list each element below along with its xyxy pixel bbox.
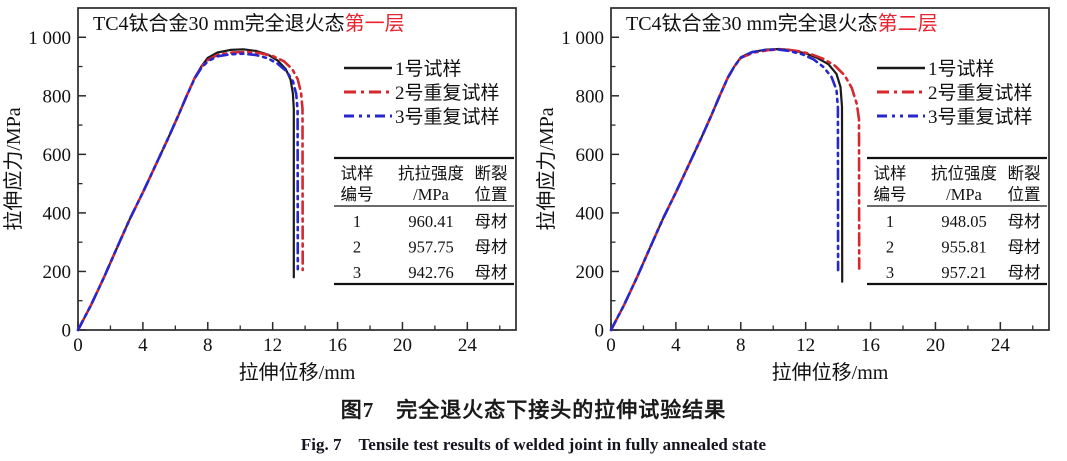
table-cell: 942.76 xyxy=(408,263,453,282)
y-tick-label: 600 xyxy=(43,145,72,166)
table-cell: 2 xyxy=(886,238,894,257)
caption-chinese: 图7 完全退火态下接头的拉伸试验结果 xyxy=(340,398,727,422)
curve-sample2 xyxy=(76,50,305,332)
y-tick-label: 1 000 xyxy=(28,28,71,49)
table-cell: 3 xyxy=(353,263,361,282)
legend-label: 1号试样 xyxy=(395,58,462,80)
legend-label: 2号重复试样 xyxy=(928,82,1033,104)
curve-sample2 xyxy=(609,47,861,332)
caption-english: Fig. 7 Tensile test results of welded jo… xyxy=(300,435,767,454)
table-cell: 957.21 xyxy=(941,263,986,282)
curve-sample1 xyxy=(609,47,844,332)
y-tick-label: 800 xyxy=(43,86,72,107)
table-cell: 955.81 xyxy=(941,238,986,257)
table-cell: 母材 xyxy=(1008,238,1041,257)
x-tick-label: 12 xyxy=(796,335,815,356)
table-header-line2: /MPa xyxy=(946,185,982,204)
table-header-line1: 抗位强度 xyxy=(931,164,997,183)
x-tick-label: 24 xyxy=(458,335,478,356)
table-cell: 母材 xyxy=(475,212,508,231)
table-header-line2: 编号 xyxy=(341,185,374,204)
x-tick-label: 4 xyxy=(138,335,148,356)
legend-label: 2号重复试样 xyxy=(395,82,500,104)
curve-sample1 xyxy=(76,48,295,332)
y-tick-label: 0 xyxy=(595,321,605,342)
y-tick-label: 1 000 xyxy=(561,28,604,49)
x-tick-label: 0 xyxy=(73,335,83,356)
y-axis-label: 拉伸应力/MPa xyxy=(535,107,558,230)
chart-title: TC4钛合金30 mm完全退火态第二层 xyxy=(626,12,938,35)
y-tick-label: 400 xyxy=(576,203,605,224)
x-tick-label: 12 xyxy=(263,335,282,356)
legend-label: 3号重复试样 xyxy=(928,106,1033,128)
chart-title: TC4钛合金30 mm完全退火态第一层 xyxy=(93,12,405,35)
table-cell: 957.75 xyxy=(408,238,453,257)
x-axis-label: 拉伸位移/mm xyxy=(772,361,889,384)
y-axis-label: 拉伸应力/MPa xyxy=(2,107,25,230)
x-tick-label: 4 xyxy=(671,335,681,356)
table-cell: 母材 xyxy=(475,263,508,282)
x-tick-label: 16 xyxy=(861,335,880,356)
table-header-line2: /MPa xyxy=(413,185,449,204)
y-tick-label: 0 xyxy=(62,321,72,342)
table-cell: 母材 xyxy=(475,238,508,257)
table-cell: 2 xyxy=(353,238,361,257)
table-cell: 1 xyxy=(886,212,894,231)
curve-sample3 xyxy=(609,48,840,332)
y-tick-label: 800 xyxy=(576,86,605,107)
legend-label: 3号重复试样 xyxy=(395,106,500,128)
table-cell: 948.05 xyxy=(941,212,986,231)
table-cell: 母材 xyxy=(1008,263,1041,282)
x-tick-label: 0 xyxy=(606,335,616,356)
table-header-line1: 试样 xyxy=(341,164,374,183)
table-cell: 1 xyxy=(353,212,361,231)
y-tick-label: 400 xyxy=(43,203,72,224)
table-header-line1: 断裂 xyxy=(475,164,508,183)
legend-label: 1号试样 xyxy=(928,58,995,80)
table-header-line2: 编号 xyxy=(874,185,907,204)
table-header-line2: 位置 xyxy=(475,185,508,204)
x-axis-label: 拉伸位移/mm xyxy=(239,361,356,384)
y-tick-label: 200 xyxy=(576,262,605,283)
table-header-line1: 抗拉强度 xyxy=(398,164,464,183)
x-tick-label: 8 xyxy=(203,335,213,356)
y-tick-label: 600 xyxy=(576,145,605,166)
x-tick-label: 20 xyxy=(926,335,945,356)
y-tick-label: 200 xyxy=(43,262,72,283)
table-header-line2: 位置 xyxy=(1008,185,1041,204)
plot-border xyxy=(77,7,517,331)
x-tick-label: 20 xyxy=(393,335,412,356)
curve-sample3 xyxy=(76,52,300,332)
table-header-line1: 试样 xyxy=(874,164,907,183)
x-tick-label: 16 xyxy=(328,335,347,356)
x-tick-label: 24 xyxy=(991,335,1011,356)
chart-row: 0 4 8 12 16 20 24 0 200 400 600 800 1 000 拉伸位移/mm 拉伸应力… xyxy=(2,7,1050,384)
x-tick-label: 8 xyxy=(736,335,746,356)
table-cell: 母材 xyxy=(1008,212,1041,231)
table-cell: 3 xyxy=(886,263,894,282)
plot-border xyxy=(610,7,1050,331)
table-cell: 960.41 xyxy=(408,212,453,231)
table-header-line1: 断裂 xyxy=(1008,164,1041,183)
